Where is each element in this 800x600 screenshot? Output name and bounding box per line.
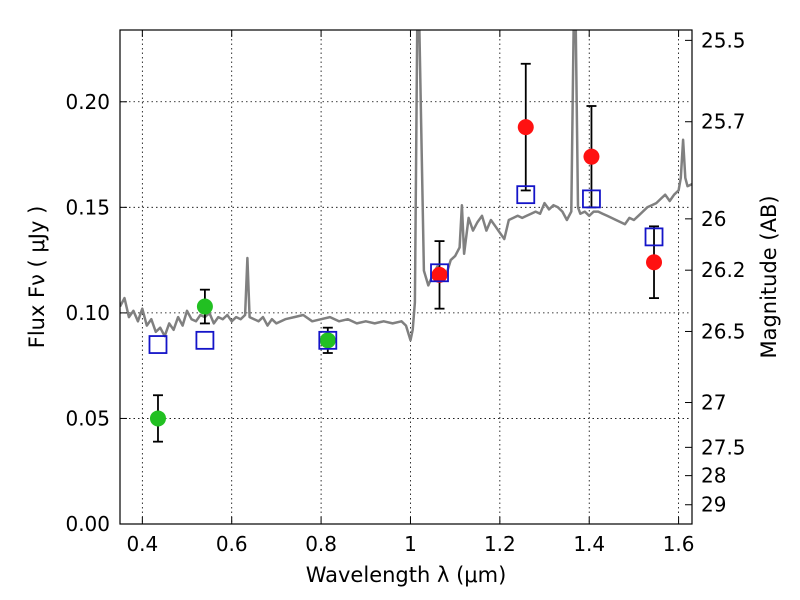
y2-tick-label: 27 [701, 391, 726, 415]
model-flux-square [195, 330, 215, 350]
green-photometry-point [319, 332, 336, 349]
model-flux-square [148, 335, 168, 354]
y-tick-label: 0.00 [65, 512, 110, 536]
x-tick-label: 1 [404, 532, 417, 556]
x-tick-label: 1.4 [573, 532, 605, 556]
green-photometry-point [149, 410, 166, 427]
green-photometry-point [196, 298, 213, 315]
x-tick-label: 0.8 [305, 532, 337, 556]
y2-tick-label: 25.5 [701, 28, 746, 52]
plot-frame [119, 29, 693, 525]
y2-tick-label: 26 [701, 207, 726, 231]
x-tick-label: 1.6 [663, 532, 695, 556]
y2-tick-label: 27.5 [701, 435, 746, 459]
plot-area [120, 30, 692, 443]
red-photometry-point [431, 266, 448, 283]
red-photometry-point [517, 119, 534, 136]
model-flux-square [516, 185, 536, 205]
model-flux-square [430, 263, 449, 283]
x-tick-label: 0.4 [126, 532, 158, 556]
y2-tick-label: 26.5 [701, 319, 746, 343]
model-flux-square [582, 189, 601, 209]
model-flux-square [644, 227, 664, 247]
red-photometry-point [646, 254, 663, 271]
x-tick-label: 1.2 [484, 532, 516, 556]
axes: 0.4 0.6 0.8 1 1.2 1.4 1.6 0.00 0.05 0.10 0.15 0.20 2… [65, 28, 745, 556]
y-tick-label: 0.20 [65, 90, 110, 114]
grid [120, 30, 692, 525]
x-tick-label: 0.6 [216, 532, 248, 556]
y-tick-label: 0.05 [65, 406, 110, 430]
data-group [120, 30, 692, 443]
x-axis-title: Wavelength λ (μm) [306, 563, 507, 587]
y2-tick-label: 26.2 [701, 258, 746, 282]
y2-axis-title: Magnitude (AB) [757, 195, 781, 358]
model-flux-square [318, 330, 338, 350]
y-tick-label: 0.10 [65, 301, 110, 325]
red-photometry-point [583, 148, 600, 165]
y-axis-title: Flux Fν ( μJy ) [25, 206, 49, 349]
y2-tick-label: 28 [701, 464, 726, 488]
y2-tick-label: 25.7 [701, 110, 746, 134]
y-tick-label: 0.15 [65, 195, 110, 219]
y2-tick-label: 29 [701, 493, 726, 517]
